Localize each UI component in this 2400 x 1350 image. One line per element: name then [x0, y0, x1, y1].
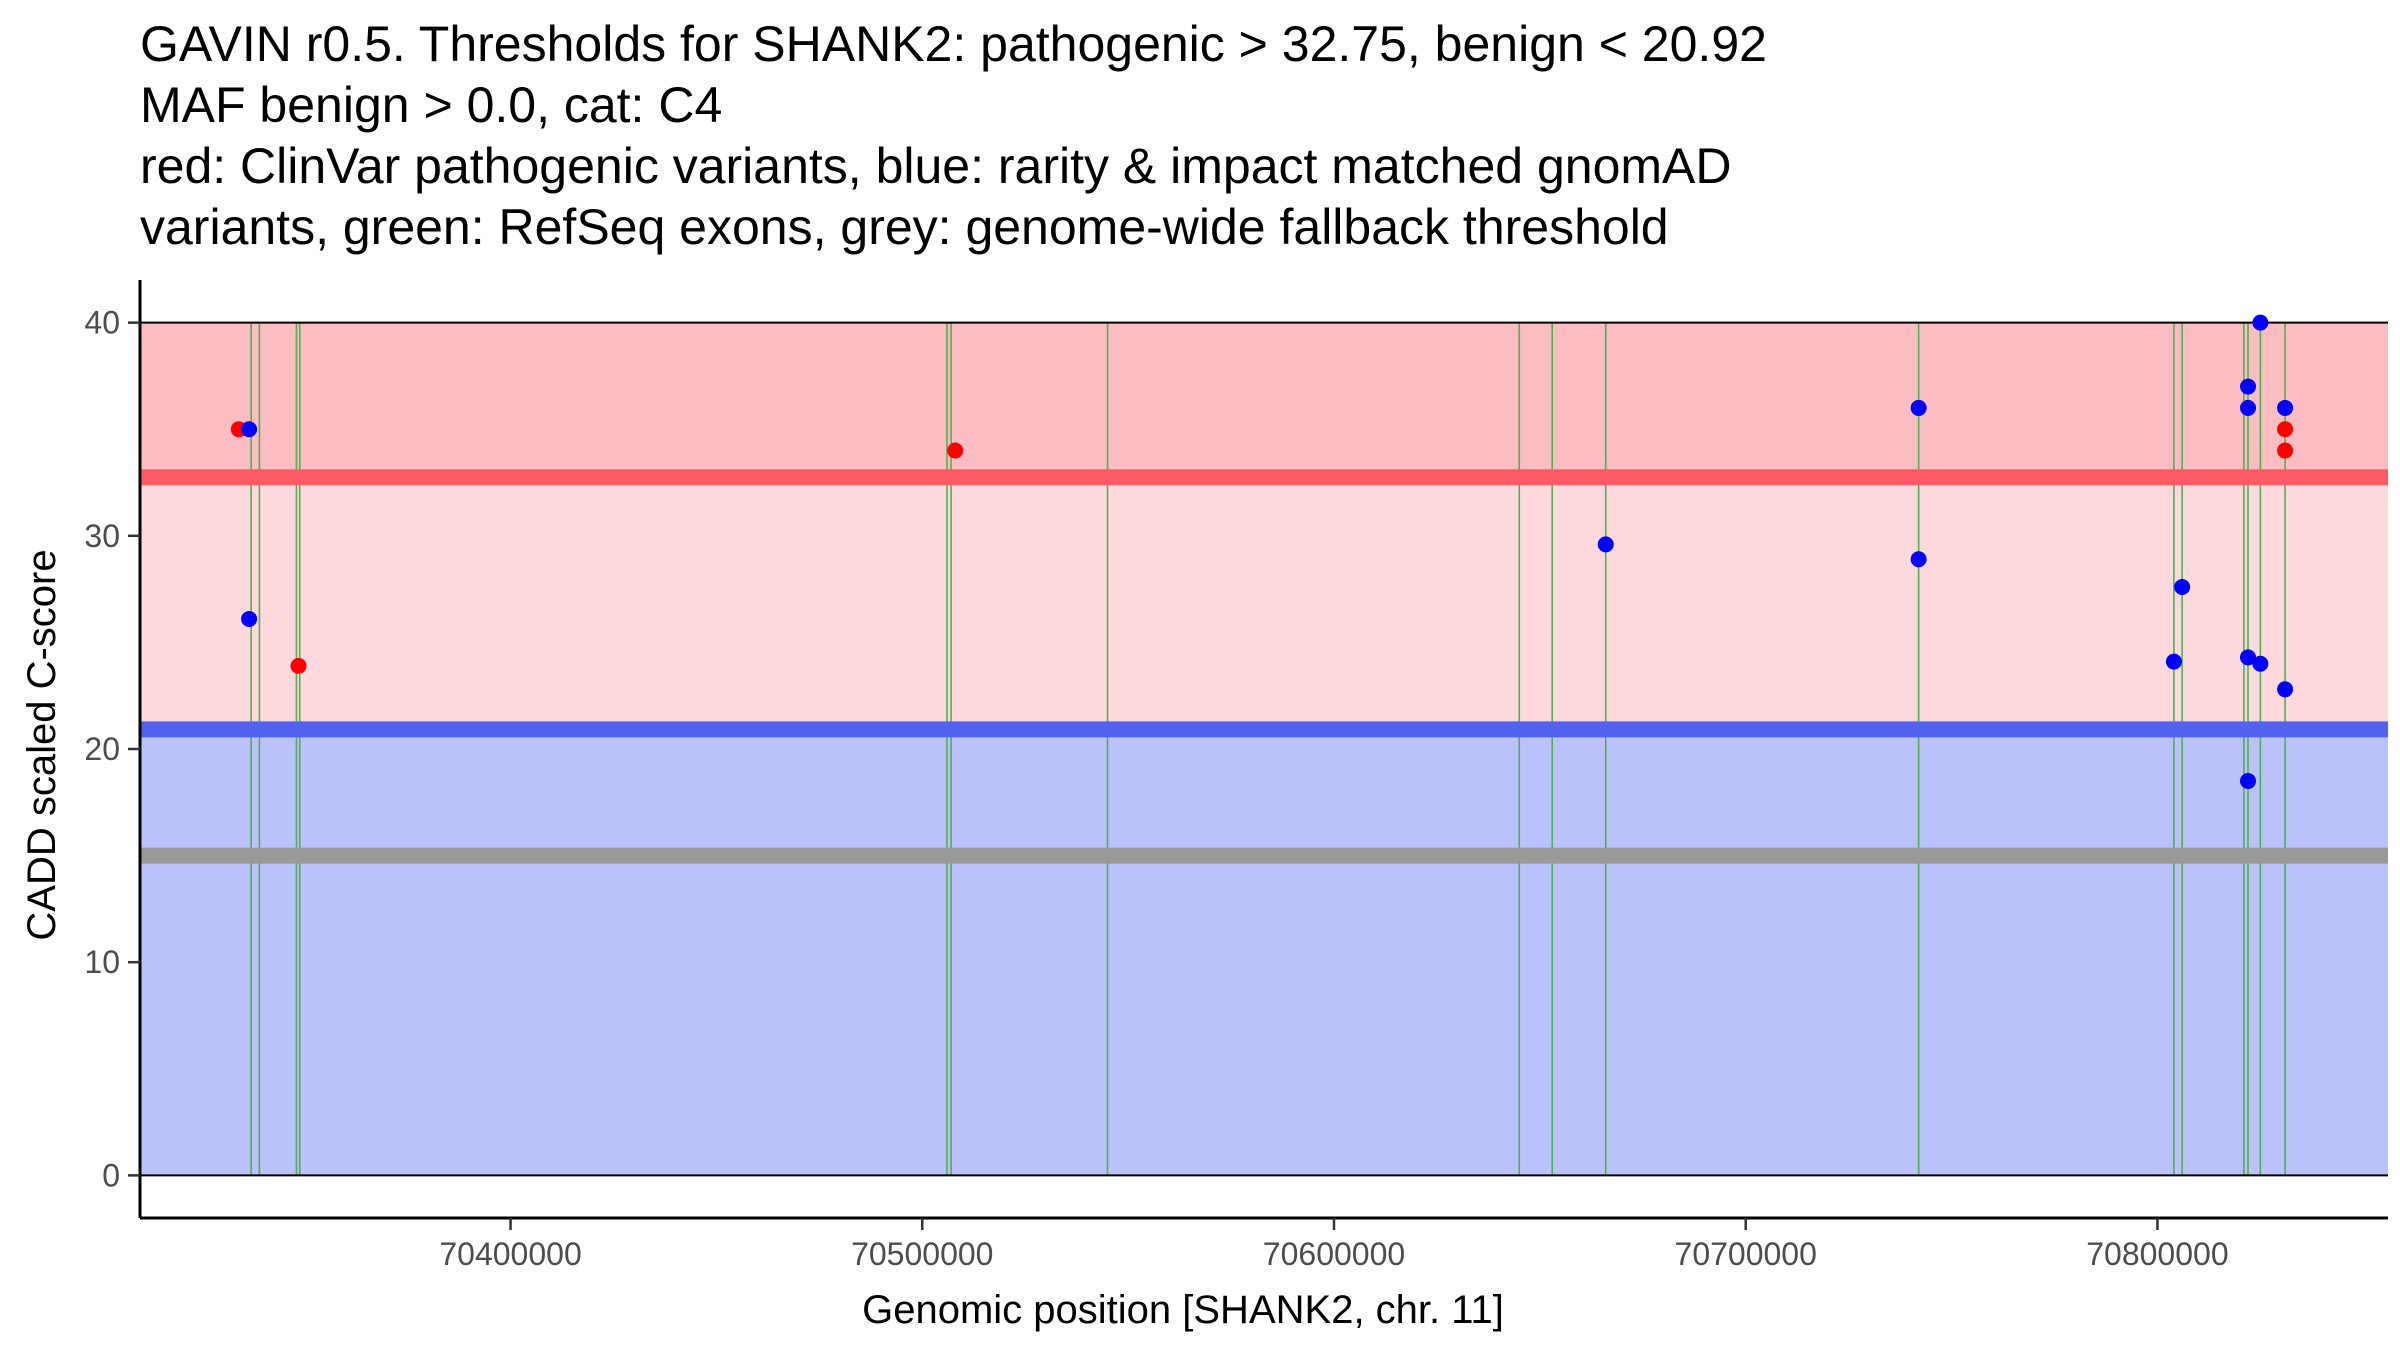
title-line-4: variants, green: RefSeq exons, grey: gen… — [140, 199, 1669, 255]
threshold-regions — [140, 322, 2388, 1176]
y-tick-label: 20 — [84, 731, 120, 767]
gnomad-point — [241, 610, 258, 627]
axes: 0 10 20 30 40 70400000 70500000 70600000 7070000… — [84, 280, 2388, 1272]
gnomad-point — [2165, 653, 2182, 670]
y-tick-label: 30 — [84, 518, 120, 554]
x-tick-label: 70400000 — [439, 1236, 581, 1272]
region-frame — [140, 321, 2388, 1177]
gnomad-point — [1910, 399, 1927, 416]
x-axis-title: Genomic position [SHANK2, chr. 11] — [862, 1288, 1504, 1332]
x-tick-label: 70800000 — [2086, 1236, 2228, 1272]
gnomad-point — [2240, 772, 2257, 789]
x-tick-label: 70600000 — [1263, 1236, 1405, 1272]
gnomad-point — [2252, 314, 2269, 331]
clinvar-point — [2277, 442, 2294, 459]
gnomad-point — [2240, 649, 2257, 666]
uncertain-zone — [140, 477, 2388, 730]
clinvar-point — [2277, 421, 2294, 438]
variant-points — [230, 314, 2294, 789]
y-tick-label: 0 — [102, 1157, 120, 1193]
gnomad-point — [2252, 655, 2269, 672]
gnomad-point — [1910, 551, 1927, 568]
gnomad-point — [1597, 536, 1614, 553]
y-axis-title: CADD scaled C-score — [20, 549, 64, 940]
pathogenic-zone — [140, 322, 2388, 478]
title-line-2: MAF benign > 0.0, cat: C4 — [140, 77, 723, 133]
title-line-3: red: ClinVar pathogenic variants, blue: … — [140, 138, 1732, 194]
chart-title: GAVIN r0.5. Thresholds for SHANK2: patho… — [140, 14, 2380, 258]
x-tick-label: 70700000 — [1675, 1236, 1817, 1272]
clinvar-point — [290, 657, 307, 674]
threshold-lines — [140, 469, 2388, 864]
y-tick-label: 10 — [84, 944, 120, 980]
gnomad-point — [241, 421, 258, 438]
gnomad-point — [2277, 399, 2294, 416]
y-tick-label: 40 — [84, 305, 120, 341]
title-line-1: GAVIN r0.5. Thresholds for SHANK2: patho… — [140, 16, 1767, 72]
refseq-exons — [250, 322, 2286, 1176]
clinvar-point — [947, 442, 964, 459]
benign-zone — [140, 729, 2388, 1176]
gnomad-point — [2240, 378, 2257, 395]
gnomad-point — [2240, 399, 2257, 416]
gnomad-point — [2174, 578, 2191, 595]
x-tick-label: 70500000 — [851, 1236, 993, 1272]
gnomad-point — [2277, 681, 2294, 698]
